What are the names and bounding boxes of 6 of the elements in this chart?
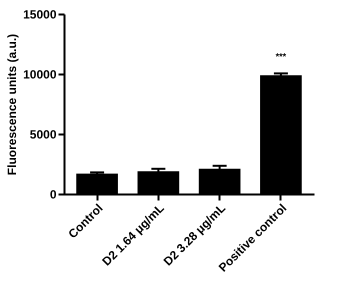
- y-tick-label: 10000: [23, 68, 57, 82]
- y-axis-title: Fluorescence units (a.u.): [5, 34, 20, 176]
- y-tick-label: 15000: [23, 8, 57, 22]
- y-tick-label: 0: [50, 188, 57, 202]
- annotation: ***: [276, 51, 287, 62]
- y-tick-label: 5000: [30, 128, 57, 142]
